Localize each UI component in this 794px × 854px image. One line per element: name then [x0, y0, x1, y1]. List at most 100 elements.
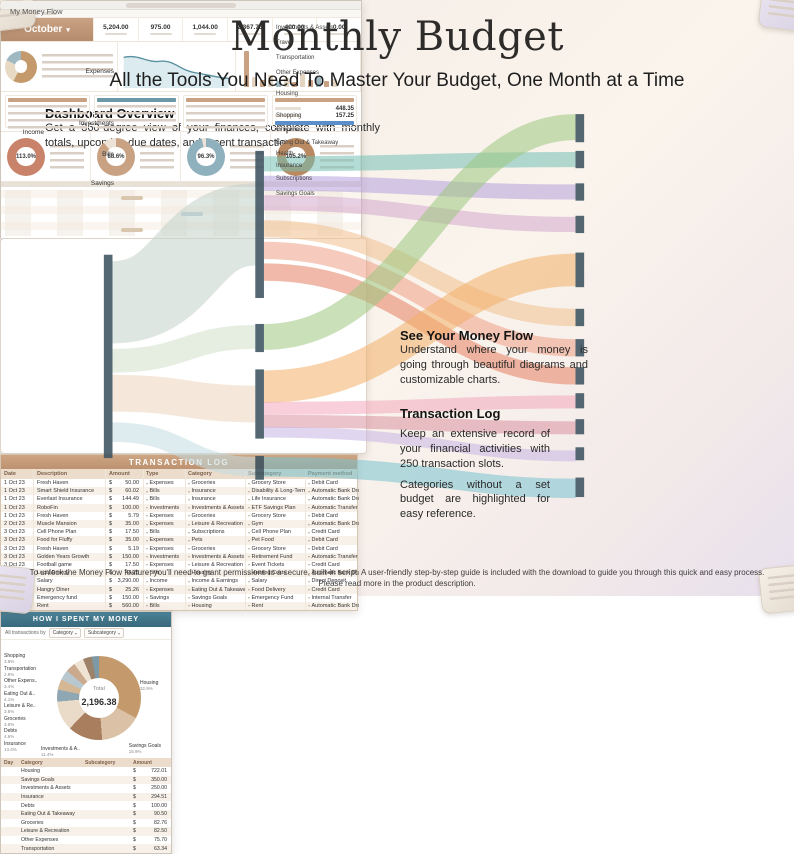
- spent-row[interactable]: Other Expenses $75.70: [1, 836, 171, 845]
- spent-row[interactable]: Groceries $82.76: [1, 819, 171, 828]
- cell-category-dropdown[interactable]: Housing: [185, 601, 245, 610]
- link-bar-placeholder[interactable]: [275, 121, 354, 125]
- cell-category-dropdown[interactable]: Groceries: [185, 511, 245, 520]
- cell-payment-dropdown[interactable]: Credit Card: [305, 585, 359, 594]
- cell-category-dropdown[interactable]: Groceries: [185, 479, 245, 488]
- cell-category-dropdown[interactable]: Investments & Assets: [185, 552, 245, 561]
- cell-description[interactable]: Cell Phone Plan: [33, 528, 105, 537]
- table-row[interactable]: 1 Oct 23 Everlast Insurance $144.49 Bill…: [1, 495, 359, 504]
- cell-payment-dropdown[interactable]: Credit Card: [305, 560, 359, 570]
- cell-subcategory-dropdown[interactable]: Life Insurance: [245, 495, 305, 504]
- cell-amount[interactable]: $560.00: [105, 601, 143, 610]
- cell-date[interactable]: 3 Oct 23: [4, 537, 25, 544]
- cell-date[interactable]: 3 Oct 23: [4, 561, 25, 568]
- cell-description[interactable]: Smart Shield Insurance: [33, 487, 105, 496]
- spent-row[interactable]: Investments & Assets $250.00: [1, 784, 171, 793]
- cell-amount[interactable]: $5.79: [105, 511, 143, 520]
- cell-type-dropdown[interactable]: Investments: [143, 503, 185, 512]
- cell-subcategory-dropdown[interactable]: ETF Savings Plan: [245, 503, 305, 512]
- cell-description[interactable]: Fresh Haven: [33, 511, 105, 520]
- cell-subcategory-dropdown[interactable]: Grocery Store: [245, 511, 305, 520]
- cell-payment-dropdown[interactable]: Automatic Bank Draft: [305, 495, 359, 504]
- cell-type-dropdown[interactable]: Bills: [143, 601, 185, 610]
- cell-description[interactable]: Food for Fluffy: [33, 536, 105, 545]
- cell-type-dropdown[interactable]: Bills: [143, 569, 185, 578]
- cell-subcategory-dropdown[interactable]: Retirement Fund: [245, 552, 305, 561]
- cell-description[interactable]: Golden Years Growth: [33, 552, 105, 561]
- table-row[interactable]: 1 Oct 23 Fresh Haven $5.79 Expenses Groc…: [1, 511, 359, 520]
- cell-amount[interactable]: $17.50: [105, 560, 143, 570]
- subcategory-filter-dropdown[interactable]: Subcategory ▾: [83, 628, 124, 638]
- cell-subcategory-dropdown[interactable]: Rent: [245, 601, 305, 610]
- cell-payment-dropdown[interactable]: Credit Card: [305, 528, 359, 537]
- cell-amount[interactable]: $3,290.00: [105, 577, 143, 586]
- cell-date[interactable]: 1 Oct 23: [4, 488, 25, 495]
- table-row[interactable]: 2 Oct 23 Muscle Mansion $35.00 Expenses …: [1, 519, 359, 529]
- spent-row[interactable]: Eating Out & Takeaway $90.50: [1, 809, 171, 819]
- cell-payment-dropdown[interactable]: Automatic Bank Draft: [305, 601, 359, 610]
- cell-category-dropdown[interactable]: Leisure & Recreation: [185, 560, 245, 570]
- table-row[interactable]: 1 Oct 23 Smart Shield Insurance $60.02 B…: [1, 487, 359, 496]
- cell-category-dropdown[interactable]: Groceries: [185, 544, 245, 553]
- cell-subcategory-dropdown[interactable]: Cell Phone Plan: [245, 528, 305, 537]
- cell-subcategory-dropdown[interactable]: Event Tickets: [245, 560, 305, 570]
- cell-subcategory-dropdown[interactable]: Salary: [245, 577, 305, 586]
- spent-row[interactable]: Insurance $294.51: [1, 792, 171, 802]
- cell-category-dropdown[interactable]: Income & Earnings: [185, 577, 245, 586]
- cell-date[interactable]: 1 Oct 23: [4, 480, 25, 487]
- cell-type-dropdown[interactable]: Bills: [143, 495, 185, 504]
- cell-amount[interactable]: $5.19: [105, 544, 143, 553]
- cell-description[interactable]: RoboFin: [33, 503, 105, 512]
- cell-subcategory-dropdown[interactable]: Gym: [245, 519, 305, 529]
- cell-date[interactable]: 3 Oct 23: [4, 545, 25, 552]
- cell-type-dropdown[interactable]: Expenses: [143, 536, 185, 545]
- cell-category-dropdown[interactable]: Pets: [185, 536, 245, 545]
- table-row[interactable]: 3 Oct 23 Cell Phone Plan $17.50 Bills Su…: [1, 528, 359, 537]
- cell-category-dropdown[interactable]: Housing: [185, 569, 245, 578]
- table-row[interactable]: 4 Oct 23 Rent $560.00 Bills Housing Rent…: [1, 601, 359, 610]
- cell-type-dropdown[interactable]: Expenses: [143, 585, 185, 594]
- cell-type-dropdown[interactable]: Expenses: [143, 519, 185, 529]
- cell-subcategory-dropdown[interactable]: Grocery Store: [245, 544, 305, 553]
- cell-category-dropdown[interactable]: Insurance: [185, 495, 245, 504]
- table-row[interactable]: 1 Oct 23 RoboFin $100.00 Investments Inv…: [1, 503, 359, 512]
- cell-payment-dropdown[interactable]: Direct Deposit: [305, 577, 359, 586]
- cell-payment-dropdown[interactable]: Automatic Bank Draft: [305, 487, 359, 496]
- cell-subcategory-dropdown[interactable]: Pet Food: [245, 536, 305, 545]
- cell-type-dropdown[interactable]: Expenses: [143, 560, 185, 570]
- cell-category-dropdown[interactable]: Investments & Assets: [185, 503, 245, 512]
- cell-payment-dropdown[interactable]: Automatic Transfer: [305, 552, 359, 561]
- cell-description[interactable]: Fresh Haven: [33, 544, 105, 553]
- cell-amount[interactable]: $150.00: [105, 552, 143, 561]
- cell-description[interactable]: Rent: [33, 601, 105, 610]
- cell-date[interactable]: 3 Oct 23: [4, 529, 25, 536]
- table-row[interactable]: 3 Oct 23 Football game $17.50 Expenses L…: [1, 560, 359, 570]
- cell-description[interactable]: Everlast Insurance: [33, 495, 105, 504]
- cell-amount[interactable]: $35.00: [105, 519, 143, 529]
- cell-payment-dropdown[interactable]: Debit Card: [305, 479, 359, 488]
- cell-type-dropdown[interactable]: Expenses: [143, 511, 185, 520]
- cell-type-dropdown[interactable]: Income: [143, 577, 185, 586]
- cell-payment-dropdown[interactable]: Automatic Transfer: [305, 503, 359, 512]
- cell-category-dropdown[interactable]: Leisure & Recreation: [185, 519, 245, 529]
- table-row[interactable]: 1 Oct 23 Fresh Haven $50.00 Expenses Gro…: [1, 479, 359, 488]
- spent-row[interactable]: Leisure & Recreation $82.50: [1, 827, 171, 836]
- cell-date[interactable]: 1 Oct 23: [4, 504, 25, 511]
- table-row[interactable]: 3 Oct 23 Fresh Haven $5.19 Expenses Groc…: [1, 544, 357, 553]
- cell-type-dropdown[interactable]: Expenses: [143, 544, 185, 553]
- cell-subcategory-dropdown[interactable]: Disability & Long-Term: [245, 487, 305, 496]
- table-row[interactable]: 3 Oct 23 Food for Fluffy $35.00 Expenses…: [1, 536, 359, 545]
- cell-subcategory-dropdown[interactable]: Heating Costs: [245, 569, 305, 578]
- table-row[interactable]: 3 Oct 23 Golden Years Growth $150.00 Inv…: [1, 552, 359, 561]
- cell-amount[interactable]: $100.00: [105, 503, 143, 512]
- cell-payment-dropdown[interactable]: Debit Card: [305, 511, 359, 520]
- cell-subcategory-dropdown[interactable]: Grocery Store: [245, 479, 305, 488]
- cell-type-dropdown[interactable]: Expenses: [143, 479, 185, 488]
- spent-row[interactable]: Debts $100.00: [1, 801, 171, 810]
- cell-category-dropdown[interactable]: Subscriptions: [185, 528, 245, 537]
- cell-type-dropdown[interactable]: Bills: [143, 487, 185, 496]
- cell-amount[interactable]: $50.00: [105, 479, 143, 488]
- cell-payment-dropdown[interactable]: Debit Card: [305, 536, 359, 545]
- cell-type-dropdown[interactable]: Bills: [143, 528, 185, 537]
- cell-description[interactable]: Fresh Haven: [33, 479, 105, 488]
